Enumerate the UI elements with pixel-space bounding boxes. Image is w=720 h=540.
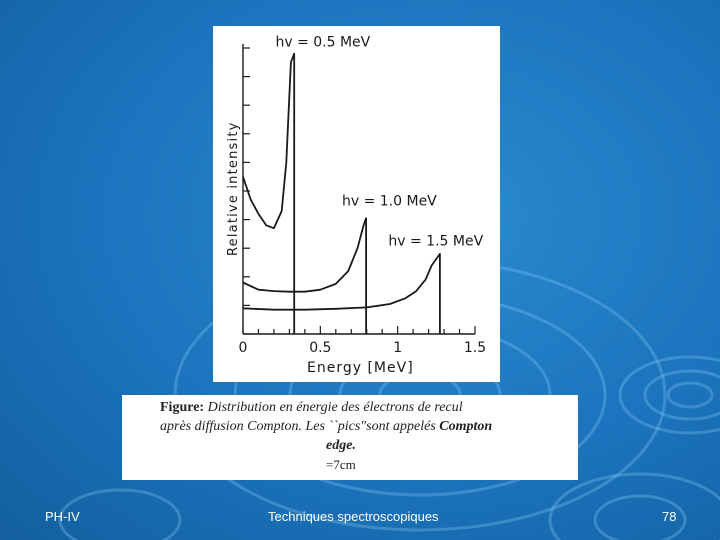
x-axis-label: Energy [MeV] [307, 360, 414, 376]
caption-line-4: =7cm [326, 457, 356, 472]
x-tick-label: 0 [239, 340, 248, 356]
series-line-hv-1-5-mev [242, 253, 441, 334]
chart-series-layer [242, 52, 441, 334]
x-tick-label: 0.5 [309, 340, 331, 356]
x-tick-label: 1.5 [464, 340, 486, 356]
series-line-hv-1-0-mev [242, 217, 367, 334]
y-axis-label: Relative intensity [226, 121, 241, 256]
compton-spectrum-chart: 0 0.5 1 1.5 Energy [MeV] Relative intensity hv… [226, 35, 486, 376]
footer-course-title: Techniques spectroscopiques [268, 509, 439, 524]
figure-caption: Figure: Distribution en énergie des élec… [122, 395, 578, 480]
x-tick-label: 1 [393, 340, 402, 356]
chart-panel: 0 0.5 1 1.5 Energy [MeV] Relative intensity hv… [213, 26, 500, 382]
caption-line-1: Figure: Distribution en énergie des élec… [160, 398, 556, 417]
caption-text-2a: après diffusion Compton. Les ``pics"sont… [160, 419, 440, 434]
series-line-hv-0-5-mev [242, 52, 296, 334]
caption-figure-label: Figure: [160, 400, 205, 415]
annotation-hv-1-0-mev: hv = 1.0 MeV [342, 193, 437, 209]
slide-number: 78 [662, 509, 677, 524]
caption-line-3: edge. [326, 438, 356, 453]
caption-text-2b: Compton [439, 419, 493, 434]
chart-labels-layer: 0 0.5 1 1.5 Energy [MeV] Relative intensity hv… [226, 35, 486, 376]
footer-course-code: PH-IV [45, 509, 80, 524]
chart-axes [242, 44, 476, 335]
annotation-hv-0-5-mev: hv = 0.5 MeV [275, 35, 370, 51]
caption-line-2: après diffusion Compton. Les ``pics"sont… [160, 417, 556, 436]
caption-text-1: Distribution en énergie des électrons de… [207, 400, 463, 415]
annotation-hv-1-5-mev: hv = 1.5 MeV [388, 233, 483, 249]
